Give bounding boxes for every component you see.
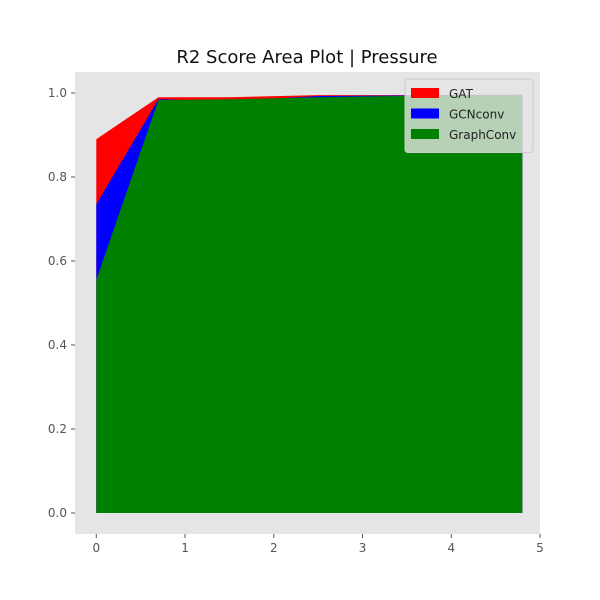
x-axis: 0 1 2 3 4 5	[92, 534, 544, 555]
legend-label-gcnconv: GCNconv	[449, 108, 504, 122]
x-tick-label: 2	[270, 541, 278, 555]
y-axis: 0.0 0.2 0.4 0.6 0.8 1.0	[48, 86, 75, 520]
legend-swatch-gat	[411, 88, 439, 98]
legend-swatch-gcnconv	[411, 108, 439, 119]
legend-swatch-graphconv	[411, 129, 439, 139]
y-tick-label: 1.0	[48, 86, 67, 100]
area-graphconv	[96, 95, 523, 513]
x-tick-label: 1	[181, 541, 189, 555]
legend-label-gat: GAT	[449, 87, 474, 101]
y-tick-label: 0.0	[48, 506, 67, 520]
x-tick-label: 0	[92, 541, 100, 555]
y-tick-label: 0.6	[48, 254, 67, 268]
legend-label-graphconv: GraphConv	[449, 128, 516, 142]
chart-title: R2 Score Area Plot | Pressure	[176, 47, 437, 68]
x-tick-label: 4	[447, 541, 455, 555]
y-tick-label: 0.2	[48, 422, 67, 436]
x-tick-label: 5	[536, 541, 544, 555]
x-tick-label: 3	[359, 541, 367, 555]
area-series-group	[96, 94, 523, 514]
y-tick-label: 0.8	[48, 170, 67, 184]
y-tick-label: 0.4	[48, 338, 67, 352]
legend: GAT GCNconv GraphConv	[404, 78, 534, 153]
